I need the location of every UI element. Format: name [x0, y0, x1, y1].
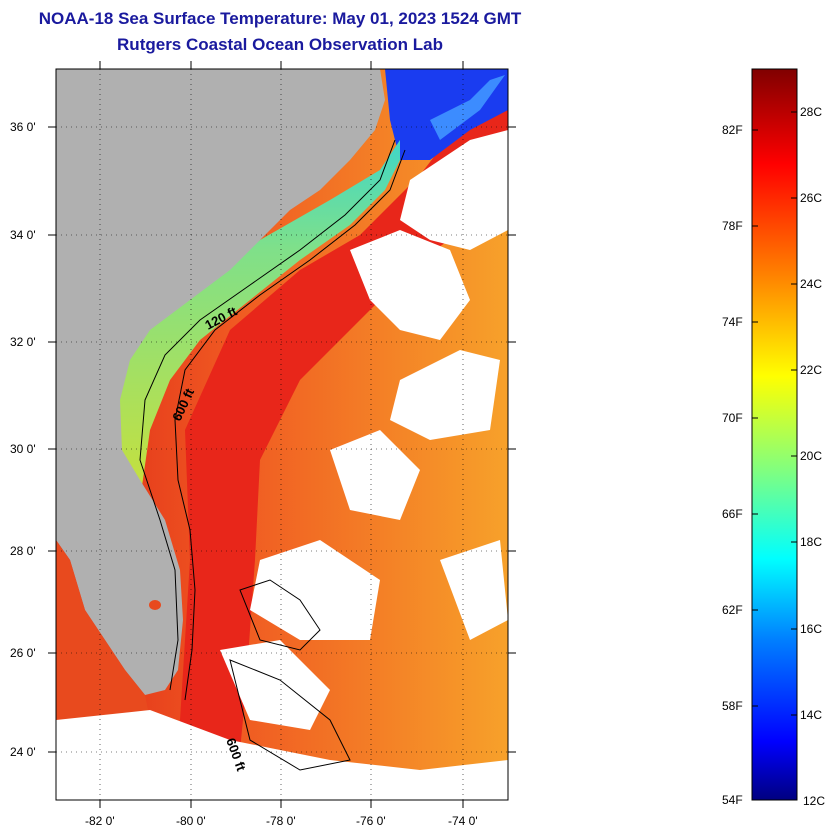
colorbar-ticks — [752, 111, 797, 716]
colorbar-f-label: 54F — [722, 793, 743, 807]
colorbar-f-label: 70F — [722, 411, 743, 425]
colorbar-f-label: 62F — [722, 603, 743, 617]
map-ticks — [48, 61, 516, 808]
lat-label: 24 0' — [10, 745, 36, 759]
lon-label: -82 0' — [85, 814, 115, 828]
colorbar-f-label: 82F — [722, 123, 743, 137]
cold-water-band — [430, 75, 505, 140]
map-area — [56, 69, 508, 800]
land-mass — [56, 69, 385, 695]
lon-label: -76 0' — [356, 814, 386, 828]
bahamas-contour-south — [229, 659, 351, 771]
lake-okeechobee — [149, 600, 161, 610]
lat-lon-grid — [56, 69, 508, 800]
lat-label: 28 0' — [10, 544, 36, 558]
map-frame — [55, 68, 509, 801]
shelf-water — [56, 140, 400, 500]
cloud-cover — [56, 130, 508, 800]
contour-600ft — [174, 149, 406, 701]
map-subtitle: Rutgers Coastal Ocean Observation Lab — [117, 35, 443, 54]
colorbar-f-label: 66F — [722, 507, 743, 521]
bahamas-contour — [239, 579, 321, 651]
colorbar-c-label: 28C — [800, 105, 822, 119]
lon-label: -78 0' — [266, 814, 296, 828]
colorbar-f-label: 78F — [722, 219, 743, 233]
contour-120ft — [139, 139, 396, 691]
colorbar-c-label: 14C — [800, 708, 822, 722]
colorbar-c-label: 16C — [800, 622, 822, 636]
colorbar-c-label: 24C — [800, 277, 822, 291]
colorbar — [751, 68, 798, 801]
lat-label: 30 0' — [10, 442, 36, 456]
gulf-water — [56, 540, 150, 720]
lat-label: 34 0' — [10, 228, 36, 242]
lon-label: -74 0' — [448, 814, 478, 828]
colorbar-c-label: 20C — [800, 449, 822, 463]
colorbar-c-label: 26C — [800, 191, 822, 205]
lat-label: 26 0' — [10, 646, 36, 660]
colorbar-c-label: 12C — [803, 794, 825, 808]
colorbar-c-label: 22C — [800, 363, 822, 377]
lat-label: 32 0' — [10, 335, 36, 349]
colorbar-f-label: 58F — [722, 699, 743, 713]
colorbar-f-label: 74F — [722, 315, 743, 329]
colorbar-c-label: 18C — [800, 535, 822, 549]
lat-label: 36 0' — [10, 120, 36, 134]
map-title: NOAA-18 Sea Surface Temperature: May 01,… — [38, 9, 522, 28]
lon-label: -80 0' — [176, 814, 206, 828]
